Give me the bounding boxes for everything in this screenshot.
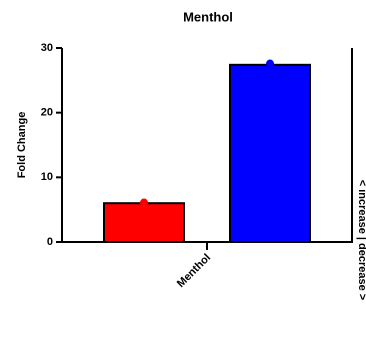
y-tick-label: 0 bbox=[47, 236, 53, 248]
right-axis-label: < increase | decrease > bbox=[356, 180, 366, 301]
bar bbox=[229, 63, 311, 243]
y-tick-label: 30 bbox=[41, 42, 53, 54]
chart-title: Menthol bbox=[183, 9, 233, 24]
y-axis-label: Fold Change bbox=[16, 112, 28, 179]
bar bbox=[103, 202, 185, 243]
y-tick-label: 10 bbox=[41, 171, 53, 183]
x-tick-label: Menthol bbox=[175, 252, 213, 290]
data-point bbox=[140, 198, 148, 207]
data-point bbox=[266, 59, 274, 68]
y-tick-label: 20 bbox=[41, 107, 53, 119]
